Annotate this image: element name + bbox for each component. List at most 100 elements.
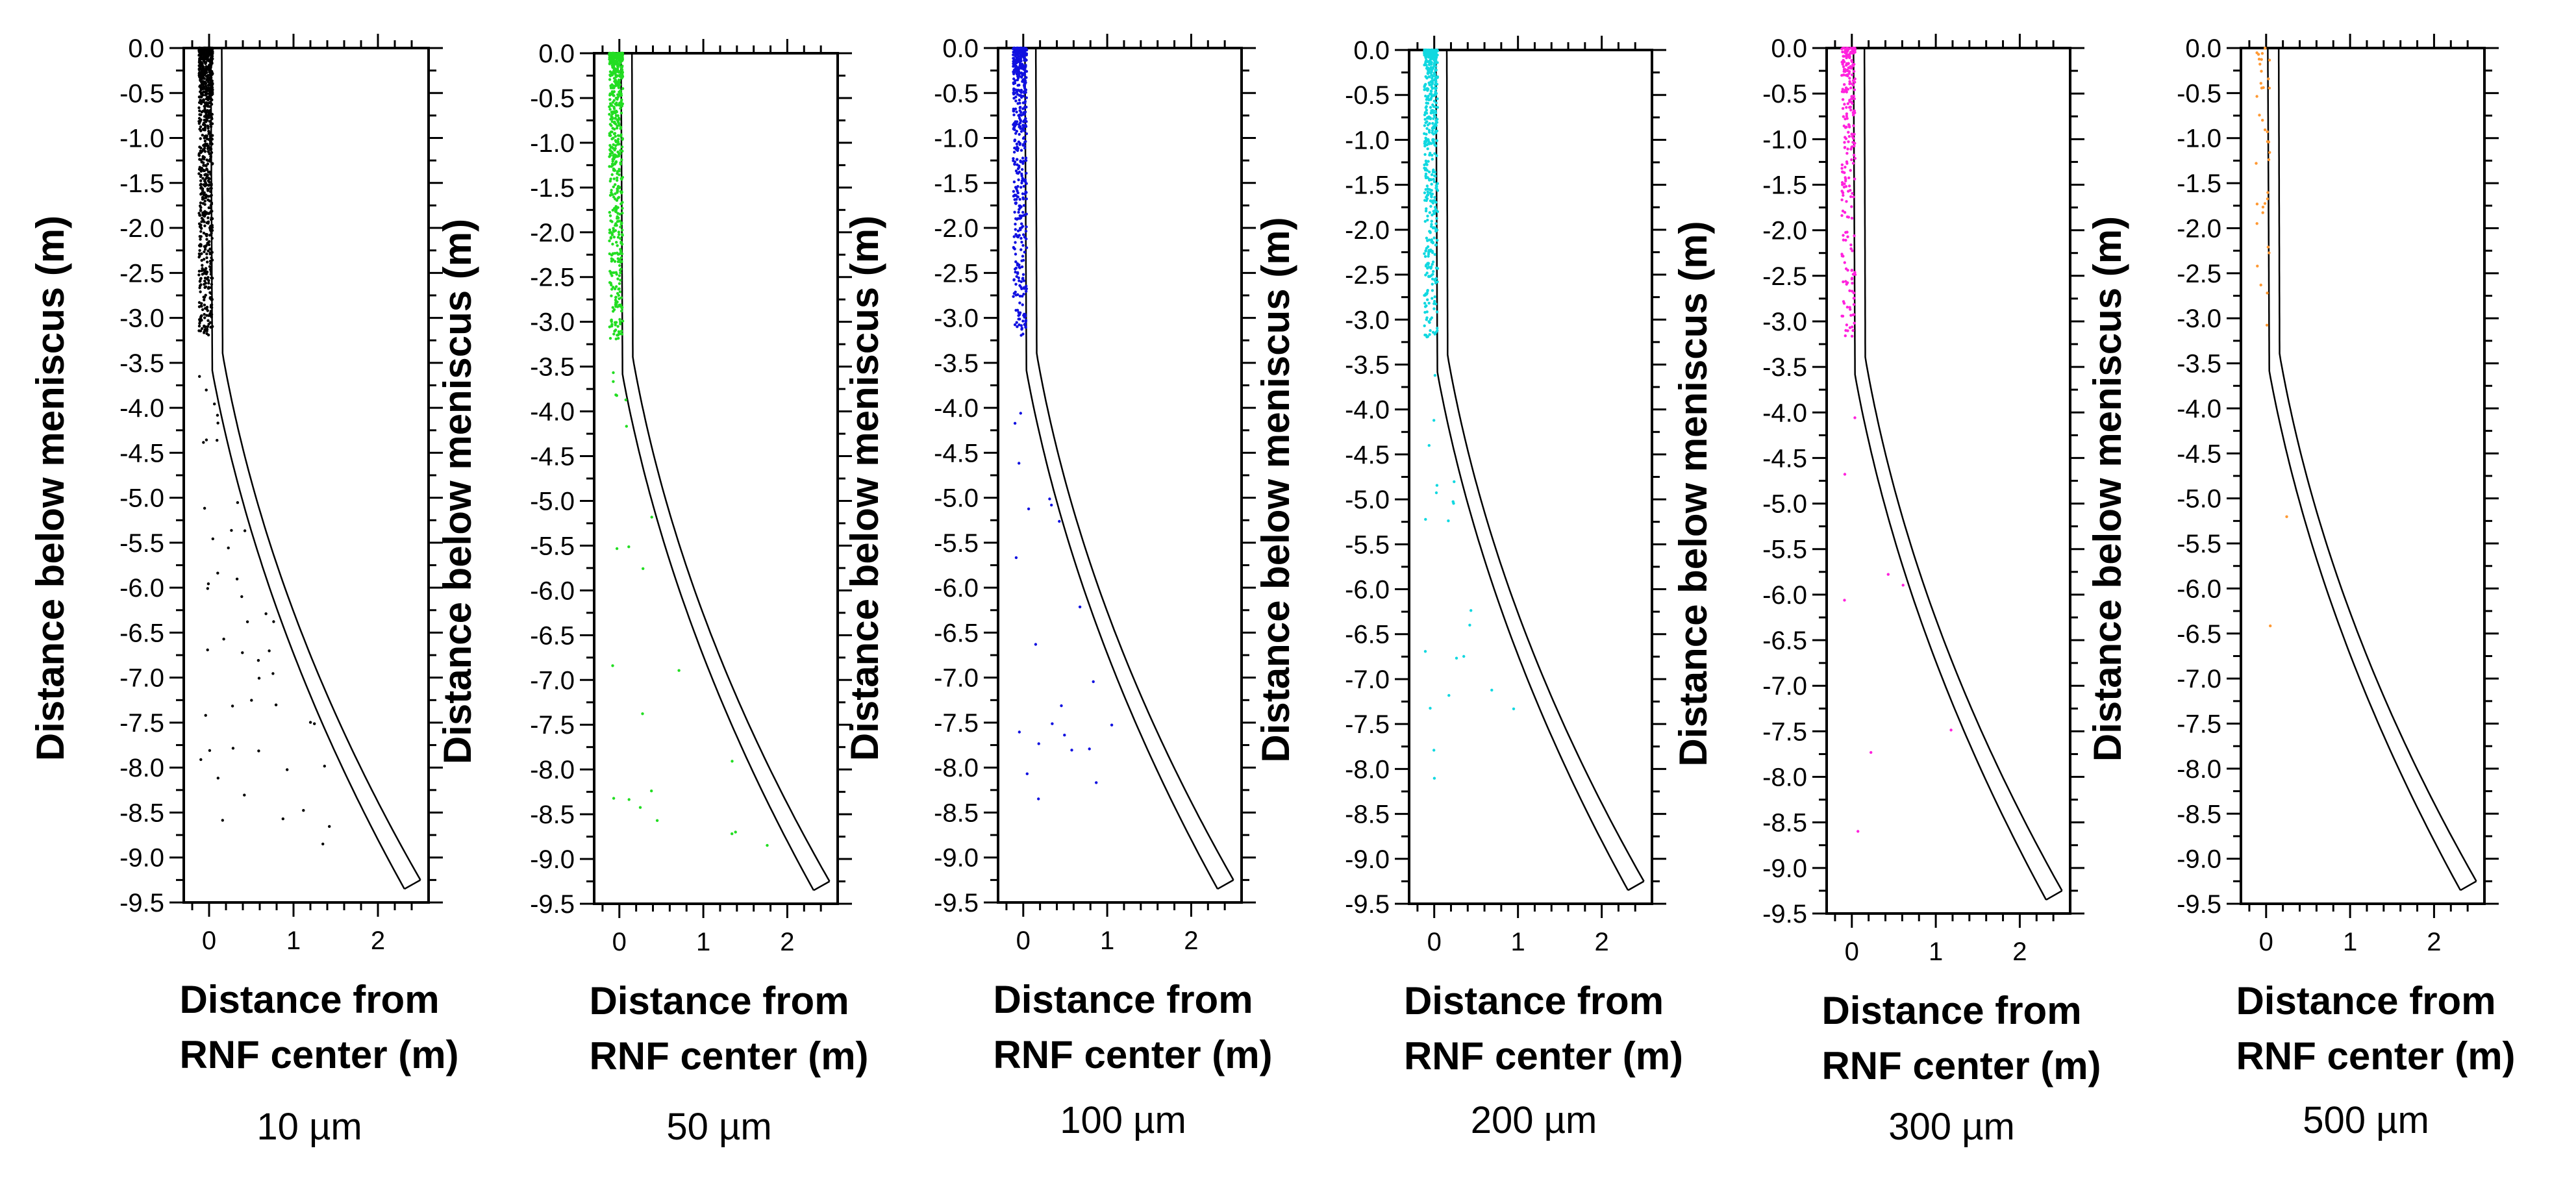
particle-point bbox=[1845, 112, 1849, 116]
particle-point bbox=[1020, 240, 1023, 244]
particle-point bbox=[1853, 156, 1857, 160]
particle-point bbox=[207, 130, 210, 133]
particle-point bbox=[608, 179, 612, 183]
particle-point bbox=[1022, 94, 1025, 98]
particle-point bbox=[610, 151, 614, 154]
particle-point bbox=[201, 308, 205, 312]
particle-point bbox=[610, 253, 614, 257]
nozzle-wall-tip bbox=[2045, 889, 2063, 901]
particle-point bbox=[608, 62, 611, 66]
particle-point bbox=[203, 250, 206, 253]
particle-point bbox=[211, 537, 214, 541]
particle-point bbox=[1845, 49, 1848, 53]
particle-point bbox=[203, 85, 206, 89]
particle-point bbox=[2268, 151, 2271, 154]
particle-point bbox=[619, 320, 622, 323]
particle-point bbox=[1431, 251, 1434, 255]
particle-point bbox=[1852, 195, 1855, 199]
particle-point bbox=[655, 819, 659, 823]
y-tick-label: -8.0 bbox=[1762, 764, 1807, 792]
particle-point bbox=[1848, 289, 1851, 292]
particle-point bbox=[1848, 99, 1851, 102]
particle-point bbox=[610, 145, 614, 149]
particle-point bbox=[197, 244, 201, 247]
particle-point bbox=[1434, 119, 1438, 123]
particle-point bbox=[1427, 138, 1430, 141]
particle-point bbox=[617, 116, 621, 120]
particle-point bbox=[206, 333, 210, 337]
particle-point bbox=[1849, 86, 1853, 90]
y-tick-label: -6.5 bbox=[1762, 627, 1807, 655]
particle-point bbox=[209, 204, 212, 207]
particle-point bbox=[1847, 47, 1851, 50]
particle-point bbox=[209, 125, 213, 129]
particle-point bbox=[614, 210, 618, 214]
particle-point bbox=[1020, 67, 1024, 70]
particle-point bbox=[210, 231, 213, 235]
particle-point bbox=[1841, 50, 1844, 54]
particle-point bbox=[610, 274, 614, 277]
y-tick-label: -9.0 bbox=[119, 844, 164, 873]
particle-point bbox=[1851, 73, 1854, 77]
particle-point bbox=[199, 88, 203, 92]
particle-point bbox=[619, 162, 622, 166]
particle-point bbox=[1842, 300, 1845, 303]
particle-point bbox=[1427, 301, 1431, 305]
particle-point bbox=[1016, 49, 1019, 52]
particle-point bbox=[1843, 182, 1846, 186]
particle-point bbox=[611, 664, 614, 667]
y-tick-label: -3.0 bbox=[1345, 306, 1390, 334]
particle-point bbox=[1018, 51, 1021, 55]
particle-point bbox=[199, 125, 203, 129]
x-tick-label: 1 bbox=[1100, 926, 1114, 955]
particle-point bbox=[1015, 198, 1018, 201]
particle-point bbox=[1851, 192, 1854, 195]
particle-point bbox=[1846, 147, 1849, 151]
particle-point bbox=[216, 414, 219, 417]
particle-point bbox=[1018, 65, 1022, 68]
particle-point bbox=[208, 86, 212, 90]
particle-point bbox=[1424, 167, 1427, 170]
particle-point bbox=[1857, 830, 1860, 833]
particle-point bbox=[1014, 169, 1018, 173]
particle-point bbox=[1850, 132, 1853, 136]
y-tick-label: -3.0 bbox=[530, 308, 575, 337]
particle-point bbox=[1843, 146, 1847, 149]
x-axis-label-line2: RNF center (m) bbox=[993, 1033, 1272, 1076]
particle-point bbox=[1429, 111, 1433, 114]
particle-point bbox=[1025, 246, 1029, 249]
particle-point bbox=[1019, 186, 1023, 189]
particle-point bbox=[1425, 318, 1428, 321]
y-tick-label: -5.0 bbox=[1345, 486, 1390, 514]
particle-point bbox=[1018, 317, 1021, 321]
particle-point bbox=[205, 168, 208, 171]
y-axis-label: Distance below meniscus (m) bbox=[1254, 217, 1297, 762]
particle-point bbox=[1016, 145, 1019, 149]
particle-point bbox=[1841, 314, 1845, 318]
panel-caption: 500 µm bbox=[2303, 1099, 2429, 1141]
particle-point bbox=[1432, 419, 1436, 422]
particle-point bbox=[1426, 266, 1429, 270]
particle-point bbox=[608, 239, 611, 243]
y-tick-label: -6.0 bbox=[1762, 581, 1807, 610]
particle-point bbox=[1840, 190, 1844, 193]
particle-point bbox=[1430, 195, 1433, 199]
particle-point bbox=[206, 587, 209, 590]
particle-point bbox=[1845, 305, 1849, 309]
particle-point bbox=[206, 216, 210, 219]
particle-point bbox=[2260, 52, 2264, 55]
particle-point bbox=[208, 749, 212, 752]
particle-point bbox=[1844, 136, 1847, 139]
particle-point bbox=[621, 137, 624, 140]
y-tick-label: -5.5 bbox=[1762, 536, 1807, 564]
particle-point bbox=[1426, 218, 1429, 222]
particle-point bbox=[618, 287, 621, 290]
particle-series bbox=[1423, 48, 1516, 780]
particle-point bbox=[621, 234, 624, 237]
particle-point bbox=[1022, 292, 1025, 296]
particle-point bbox=[2261, 119, 2264, 122]
panel-caption: 300 µm bbox=[1888, 1106, 2015, 1148]
particle-point bbox=[1025, 76, 1028, 79]
particle-point bbox=[1023, 83, 1027, 86]
particle-series bbox=[1012, 46, 1114, 801]
